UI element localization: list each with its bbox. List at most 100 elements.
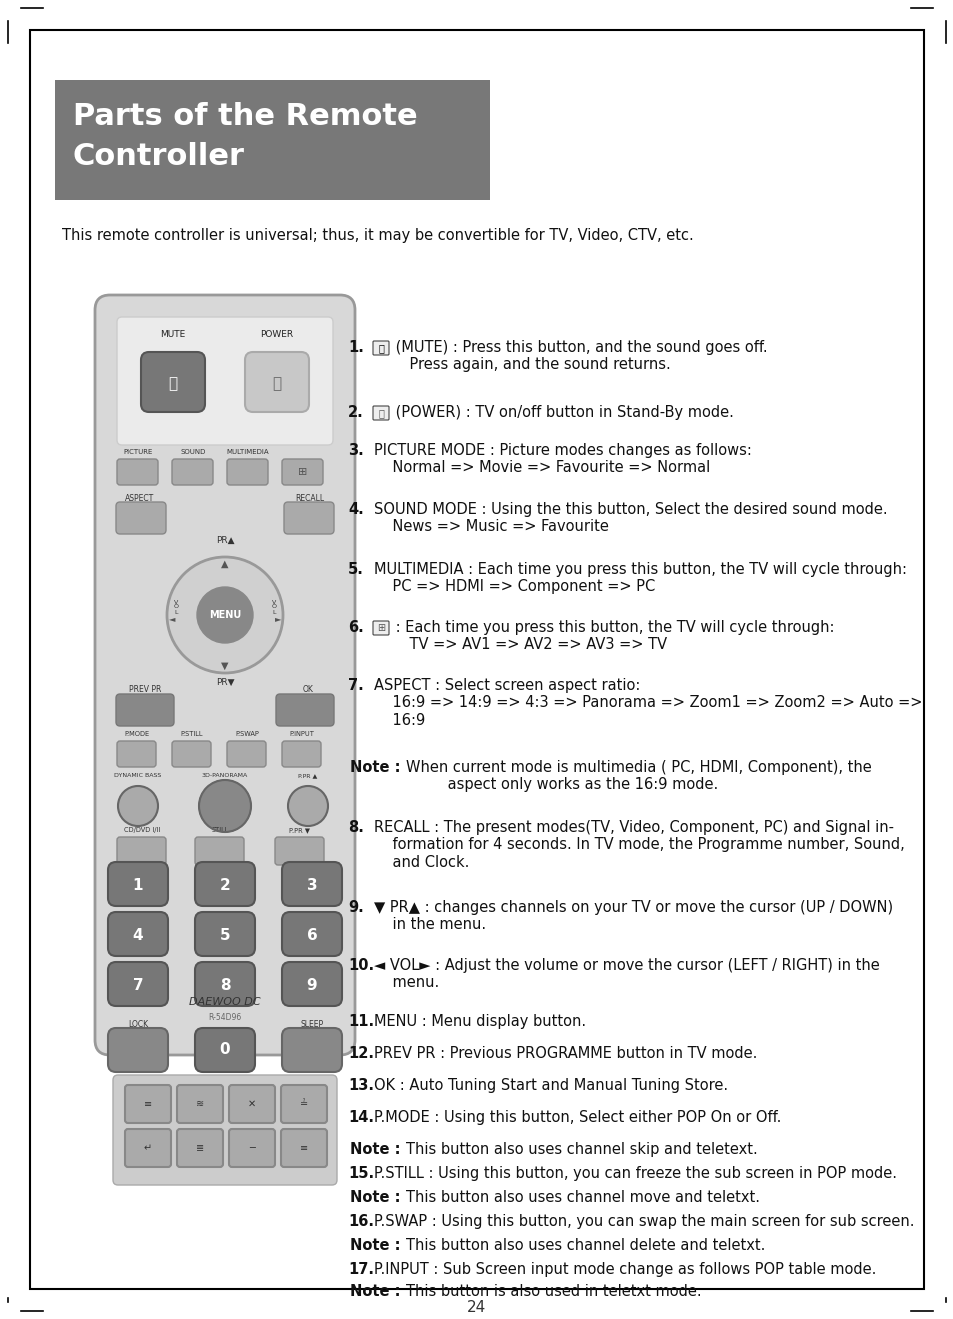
- Text: Note :: Note :: [350, 1283, 400, 1299]
- Text: When current mode is multimedia ( PC, HDMI, Component), the
         aspect only: When current mode is multimedia ( PC, HD…: [406, 760, 871, 793]
- Text: 9: 9: [306, 977, 317, 992]
- Text: 8: 8: [219, 977, 230, 992]
- FancyBboxPatch shape: [117, 741, 156, 768]
- FancyBboxPatch shape: [194, 1028, 254, 1072]
- Text: P.MODE : Using this button, Select either POP On or Off.: P.MODE : Using this button, Select eithe…: [374, 1111, 781, 1125]
- Text: 16.: 16.: [348, 1213, 374, 1229]
- Text: DYNAMIC BASS: DYNAMIC BASS: [114, 773, 161, 778]
- FancyBboxPatch shape: [116, 503, 166, 534]
- Text: 14.: 14.: [348, 1111, 374, 1125]
- Text: ASPECT: ASPECT: [125, 495, 154, 503]
- FancyBboxPatch shape: [117, 838, 166, 865]
- Text: PICTURE MODE : Picture modes changes as follows:
    Normal => Movie => Favourit: PICTURE MODE : Picture modes changes as …: [374, 443, 751, 475]
- Text: ✕: ✕: [248, 1099, 255, 1109]
- FancyBboxPatch shape: [117, 317, 333, 445]
- Text: RECALL : The present modes(TV, Video, Component, PC) and Signal in-
    formatio: RECALL : The present modes(TV, Video, Co…: [374, 820, 903, 869]
- Text: ≡: ≡: [144, 1099, 152, 1109]
- FancyBboxPatch shape: [108, 962, 168, 1006]
- Text: 🔇: 🔇: [377, 343, 383, 353]
- Text: OK : Auto Tuning Start and Manual Tuning Store.: OK : Auto Tuning Start and Manual Tuning…: [374, 1078, 727, 1093]
- Text: Parts of the Remote: Parts of the Remote: [73, 102, 417, 131]
- Text: Note :: Note :: [350, 760, 400, 776]
- Text: P.PR ▼: P.PR ▼: [289, 827, 310, 834]
- Text: V
O
L: V O L: [173, 600, 178, 615]
- FancyBboxPatch shape: [227, 459, 268, 485]
- FancyBboxPatch shape: [281, 1086, 327, 1122]
- Text: V
O
L: V O L: [272, 600, 276, 615]
- Text: ⏻: ⏻: [377, 408, 383, 418]
- Text: OK: OK: [302, 685, 314, 694]
- Text: CD/DVD I/II: CD/DVD I/II: [124, 827, 160, 834]
- FancyBboxPatch shape: [141, 352, 205, 412]
- Text: POWER: POWER: [260, 330, 294, 339]
- FancyBboxPatch shape: [177, 1129, 223, 1167]
- Circle shape: [167, 557, 283, 673]
- Text: 11.: 11.: [348, 1014, 374, 1029]
- Text: PREV PR : Previous PROGRAMME button in TV mode.: PREV PR : Previous PROGRAMME button in T…: [374, 1046, 757, 1060]
- Text: STILL: STILL: [212, 827, 229, 834]
- FancyBboxPatch shape: [194, 962, 254, 1006]
- Text: DAEWOO DC: DAEWOO DC: [189, 997, 260, 1006]
- FancyBboxPatch shape: [108, 911, 168, 956]
- Text: P.STILL : Using this button, you can freeze the sub screen in POP mode.: P.STILL : Using this button, you can fre…: [374, 1166, 896, 1181]
- Text: SLEEP: SLEEP: [300, 1020, 323, 1029]
- FancyBboxPatch shape: [229, 1086, 274, 1122]
- Text: 4.: 4.: [348, 503, 363, 517]
- Text: 2.: 2.: [348, 405, 363, 419]
- FancyBboxPatch shape: [194, 911, 254, 956]
- Text: P.SWAP: P.SWAP: [234, 731, 258, 737]
- Text: 24: 24: [467, 1301, 486, 1315]
- Circle shape: [288, 786, 328, 826]
- Text: ≋: ≋: [195, 1099, 204, 1109]
- Text: 5.: 5.: [348, 562, 363, 576]
- Text: This button also uses channel skip and teletext.: This button also uses channel skip and t…: [406, 1142, 757, 1157]
- Text: 12.: 12.: [348, 1046, 374, 1060]
- FancyBboxPatch shape: [172, 741, 211, 768]
- FancyBboxPatch shape: [275, 694, 334, 725]
- Text: P.SWAP : Using this button, you can swap the main screen for sub screen.: P.SWAP : Using this button, you can swap…: [374, 1213, 914, 1229]
- FancyBboxPatch shape: [373, 621, 389, 634]
- Text: This remote controller is universal; thus, it may be convertible for TV, Video, : This remote controller is universal; thu…: [62, 228, 693, 243]
- Text: 6: 6: [306, 927, 317, 943]
- Text: R-54D96: R-54D96: [208, 1013, 241, 1022]
- Text: ≣: ≣: [195, 1144, 204, 1153]
- Text: 6.: 6.: [348, 620, 363, 634]
- FancyBboxPatch shape: [229, 1129, 274, 1167]
- Text: P.PR ▲: P.PR ▲: [298, 773, 317, 778]
- Text: P.MODE: P.MODE: [124, 731, 150, 737]
- Text: 🔇: 🔇: [169, 376, 177, 392]
- Text: 15.: 15.: [348, 1166, 374, 1181]
- Text: PR▼: PR▼: [215, 678, 234, 687]
- Text: P.STILL: P.STILL: [180, 731, 203, 737]
- Text: LOCK: LOCK: [128, 1020, 148, 1029]
- Text: ⏻: ⏻: [273, 376, 281, 392]
- FancyBboxPatch shape: [177, 1086, 223, 1122]
- Text: SOUND MODE : Using the this button, Select the desired sound mode.
    News => M: SOUND MODE : Using the this button, Sele…: [374, 503, 886, 534]
- Text: 4: 4: [132, 927, 143, 943]
- Text: 3D-PANORAMA: 3D-PANORAMA: [202, 773, 248, 778]
- Text: ⊞: ⊞: [298, 467, 308, 477]
- FancyBboxPatch shape: [284, 503, 334, 534]
- Circle shape: [118, 786, 158, 826]
- Text: 13.: 13.: [348, 1078, 374, 1093]
- Text: PR▲: PR▲: [215, 536, 234, 545]
- Text: This button also uses channel move and teletxt.: This button also uses channel move and t…: [406, 1190, 760, 1206]
- Text: P.INPUT: P.INPUT: [290, 731, 314, 737]
- Text: 3: 3: [306, 877, 317, 893]
- Text: 17.: 17.: [348, 1262, 374, 1277]
- Text: 0: 0: [219, 1042, 230, 1058]
- Text: RECALL: RECALL: [295, 495, 324, 503]
- FancyBboxPatch shape: [55, 80, 490, 200]
- Text: MULTIMEDIA : Each time you press this button, the TV will cycle through:
    PC : MULTIMEDIA : Each time you press this bu…: [374, 562, 906, 595]
- Text: ▼ PR▲ : changes channels on your TV or move the cursor (UP / DOWN)
    in the me: ▼ PR▲ : changes channels on your TV or m…: [374, 900, 892, 933]
- Text: ◄ VOL► : Adjust the volume or move the cursor (LEFT / RIGHT) in the
    menu.: ◄ VOL► : Adjust the volume or move the c…: [374, 958, 879, 991]
- Text: ▲: ▲: [221, 559, 229, 568]
- FancyBboxPatch shape: [194, 863, 254, 906]
- Text: ≟: ≟: [299, 1099, 308, 1109]
- Circle shape: [199, 780, 251, 832]
- Text: 3.: 3.: [348, 443, 363, 458]
- Text: : Each time you press this button, the TV will cycle through:
    TV => AV1 => A: : Each time you press this button, the T…: [391, 620, 834, 653]
- Text: 2: 2: [219, 877, 230, 893]
- Text: ◄: ◄: [169, 615, 175, 624]
- Text: ▼: ▼: [221, 661, 229, 671]
